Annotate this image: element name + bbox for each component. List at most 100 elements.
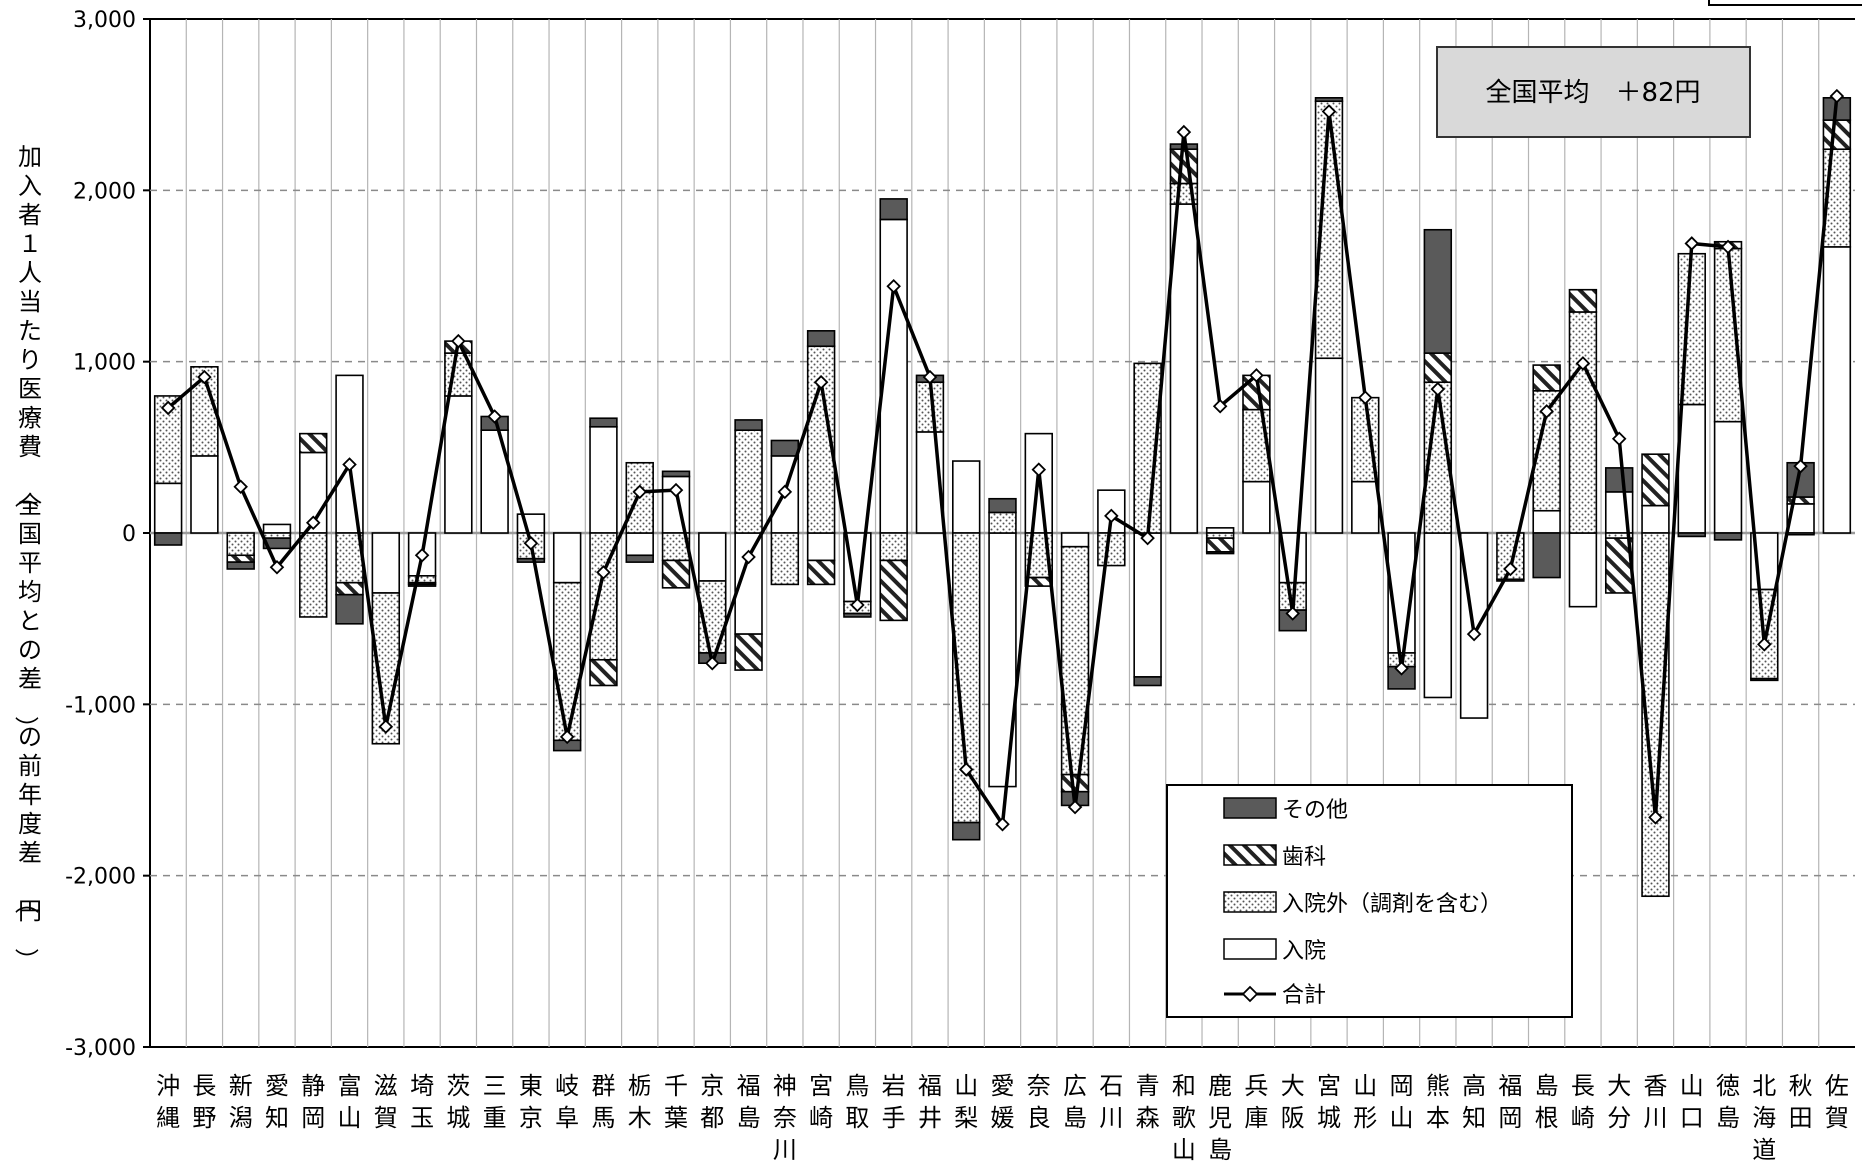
bar-segment-inpatient <box>190 455 219 534</box>
total-marker <box>269 559 285 575</box>
x-tick-label: 京都 <box>700 1072 724 1132</box>
total-marker <box>813 374 829 390</box>
bar-segment-dental <box>734 633 763 671</box>
x-axis: 沖縄長野新潟愛知静岡富山滋賀埼玉茨城三重東京岐阜群馬栃木千葉京都福島神奈川宮崎鳥… <box>156 1072 1849 1164</box>
total-marker <box>995 816 1010 832</box>
legend-item-other: その他 <box>1223 797 1348 823</box>
legend-swatch-other <box>1223 797 1277 819</box>
x-tick-label: 神奈川 <box>773 1072 797 1164</box>
bar-segment-dental <box>1423 352 1453 384</box>
total-marker <box>705 655 720 671</box>
total-marker <box>1067 799 1083 815</box>
bar-segment-other <box>806 330 836 348</box>
annotation-text: 全国平均 ＋82円 <box>1485 78 1700 108</box>
y-axis: 3,000 2,000 1,000 0 -1,000 -2,000 -3,000 <box>65 8 150 1061</box>
x-tick-label: 熊本 <box>1426 1072 1450 1132</box>
x-tick-label: 和歌山 <box>1172 1072 1196 1164</box>
x-tick-label: 鹿児島 <box>1208 1072 1232 1164</box>
y-axis-label: 加入者１人当たり医療費（全国平均との差）の前年度差（円） <box>12 143 42 972</box>
x-tick-label: 福井 <box>918 1072 942 1132</box>
bar-segment-inpatient <box>1568 532 1598 608</box>
x-tick-label: 福島 <box>737 1072 761 1132</box>
y-tick-label: -1,000 <box>65 693 136 718</box>
legend-item-outpatient: 入院外（調剤を含む） <box>1223 891 1502 917</box>
bar-segment-inpatient <box>262 523 292 534</box>
total-marker <box>197 369 212 385</box>
x-tick-label: 大阪 <box>1281 1072 1305 1132</box>
bar-segment-inpatient <box>444 395 473 534</box>
total-marker <box>1430 381 1446 397</box>
total-marker <box>741 549 756 565</box>
total-marker <box>668 482 684 498</box>
legend-swatch-outpatient <box>1223 891 1277 913</box>
y-tick-label: -2,000 <box>65 865 136 890</box>
bar-segment-outpatient <box>734 429 763 534</box>
x-tick-label: 岐阜 <box>555 1072 579 1132</box>
legend-label-dental: 歯科 <box>1282 845 1326 870</box>
bar-segment-other <box>1532 532 1561 579</box>
bar-segment-dental <box>226 554 255 563</box>
bar-segment-other <box>1314 97 1344 103</box>
x-tick-label: 大分 <box>1607 1072 1631 1132</box>
x-tick-label: 秋田 <box>1789 1072 1813 1132</box>
y-tick-label: 3,000 <box>73 8 136 33</box>
total-marker <box>1466 626 1482 642</box>
bar-segment-inpatient <box>1242 480 1271 534</box>
bar-segment-other <box>843 612 872 618</box>
x-tick-label: 静岡 <box>301 1072 325 1132</box>
total-marker <box>1648 810 1663 825</box>
bar-segment-other <box>407 583 437 587</box>
x-tick-label: 石川 <box>1099 1072 1123 1132</box>
total-marker <box>1793 458 1808 474</box>
x-tick-label: 三重 <box>483 1072 507 1132</box>
annotation-box <box>1436 46 1751 138</box>
bar-segment-outpatient <box>879 532 908 562</box>
total-line <box>160 88 1845 832</box>
total-marker <box>1031 462 1047 477</box>
bar-segment-other <box>262 537 292 550</box>
total-marker <box>1140 530 1155 546</box>
total-marker <box>1321 104 1337 119</box>
bar-segment-outpatient <box>625 461 654 534</box>
y-tick-label: 1,000 <box>73 351 136 376</box>
bar-segment-other <box>1205 551 1235 555</box>
bar-segment-outpatient <box>1097 532 1126 567</box>
x-tick-label: 沖縄 <box>156 1072 180 1132</box>
bar-segment-inpatient <box>1133 532 1162 678</box>
total-marker <box>342 457 357 472</box>
legend-item-total: 合計 <box>1224 983 1326 1008</box>
x-tick-label: 栃木 <box>628 1072 652 1132</box>
total-marker <box>850 597 865 613</box>
total-marker <box>451 333 466 349</box>
total-marker <box>559 729 575 745</box>
total-marker <box>886 279 901 294</box>
bar-segment-other <box>734 419 763 432</box>
x-tick-label: 広島 <box>1063 1072 1087 1132</box>
legend-swatch-dental <box>1223 844 1277 866</box>
total-marker <box>1829 88 1845 104</box>
legend-label-inpatient: 入院 <box>1282 939 1326 964</box>
bar-segment-outpatient <box>770 532 800 586</box>
y-tick-label: 2,000 <box>73 179 136 204</box>
bar-segment-dental <box>806 559 836 586</box>
bar-segment-inpatient <box>552 532 582 584</box>
bar-segment-other <box>952 821 981 841</box>
x-tick-label: 山形 <box>1353 1072 1377 1132</box>
bar-segment-other <box>153 532 183 546</box>
total-marker <box>1757 637 1772 652</box>
bar-segment-dental <box>879 559 908 622</box>
bar-segment-inpatient <box>1060 532 1090 548</box>
bar-segment-inpatient <box>806 532 836 562</box>
bar-segment-dental <box>1568 288 1598 313</box>
x-tick-label: 兵庫 <box>1244 1072 1268 1132</box>
legend-item-dental: 歯科 <box>1223 844 1326 870</box>
total-marker <box>632 484 648 500</box>
bar-segment-dental <box>1060 773 1090 793</box>
bar-segment-outpatient <box>1568 311 1598 534</box>
bar-segment-inpatient <box>1677 403 1706 534</box>
average-annotation: 全国平均 ＋82円 <box>1436 46 1751 138</box>
total-marker <box>1249 368 1264 383</box>
bar-segment-other <box>226 561 255 570</box>
